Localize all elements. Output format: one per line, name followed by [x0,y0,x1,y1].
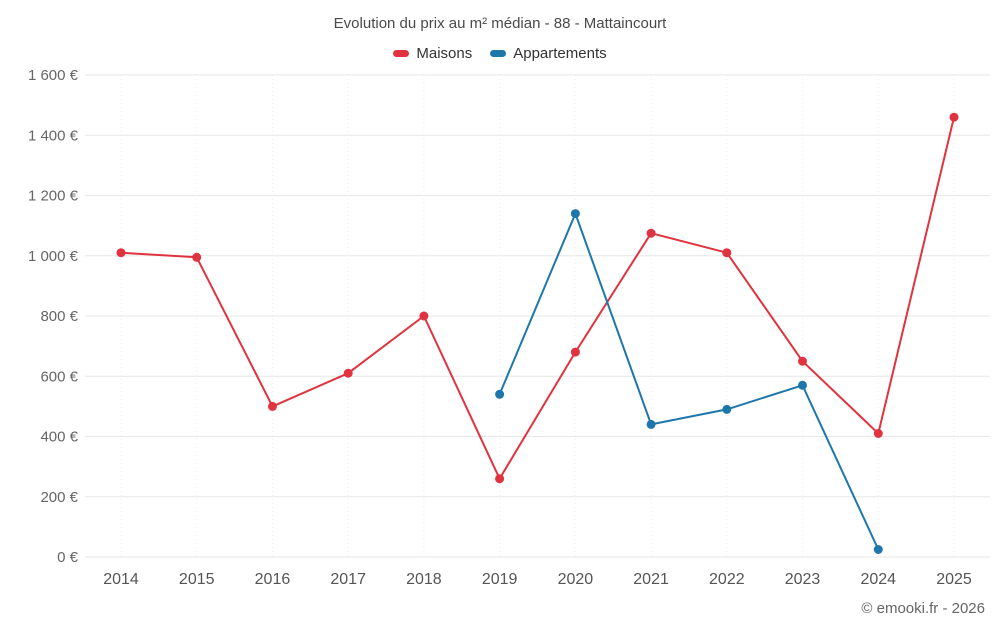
x-tick-label-2019: 2019 [482,571,518,588]
x-tick-label-2022: 2022 [709,571,745,588]
x-tick-label-2016: 2016 [255,571,291,588]
legend-label-appartements: Appartements [513,45,607,62]
appartements-point-2021[interactable] [646,419,656,429]
x-tick-label-2014: 2014 [103,571,139,588]
legend: Maisons Appartements [0,45,1000,62]
x-tick-label-2020: 2020 [558,571,594,588]
maisons-point-2025[interactable] [949,112,959,122]
maisons-point-2020[interactable] [570,347,580,357]
y-tick-label-800: 800 € [40,308,78,325]
maisons-point-2017[interactable] [343,368,353,378]
y-tick-label-200: 200 € [40,489,78,506]
maisons-point-2018[interactable] [419,311,429,321]
maisons-point-2019[interactable] [495,474,505,484]
y-tick-label-1400: 1 400 € [28,127,79,144]
maisons-point-2021[interactable] [646,228,656,238]
legend-marker-maisons [393,50,410,57]
legend-label-maisons: Maisons [416,45,473,62]
appartements-point-2019[interactable] [495,389,505,399]
legend-item-appartements[interactable]: Appartements [490,45,607,62]
y-tick-label-1600: 1 600 € [28,67,79,84]
appartements-point-2020[interactable] [570,209,580,219]
copyright: © emooki.fr - 2026 [861,600,985,617]
x-tick-label-2025: 2025 [936,571,972,588]
legend-marker-appartements [490,50,507,57]
x-tick-label-2015: 2015 [179,571,215,588]
maisons-point-2024[interactable] [873,429,883,438]
appartements-point-2024[interactable] [873,545,883,554]
y-tick-label-400: 400 € [40,429,78,446]
appartements-point-2023[interactable] [798,380,807,390]
maisons-point-2015[interactable] [192,252,202,262]
maisons-point-2016[interactable] [268,401,277,411]
legend-item-maisons[interactable]: Maisons [393,45,472,62]
x-tick-label-2017: 2017 [330,571,366,588]
x-tick-label-2023: 2023 [785,571,821,588]
y-tick-label-600: 600 € [40,368,78,385]
maisons-point-2022[interactable] [722,248,732,258]
x-tick-label-2024: 2024 [860,571,896,588]
maisons-point-2014[interactable] [116,248,126,258]
maisons-line[interactable] [120,116,955,480]
appartements-line[interactable] [498,212,880,551]
y-tick-label-1000: 1 000 € [28,248,79,265]
maisons-point-2023[interactable] [798,356,807,366]
chart-title: Evolution du prix au m² médian - 88 - Ma… [333,15,667,32]
appartements-point-2022[interactable] [722,404,732,414]
y-tick-label-0: 0 € [57,549,79,566]
x-tick-label-2021: 2021 [633,571,669,588]
y-tick-label-1200: 1 200 € [28,188,79,205]
x-tick-label-2018: 2018 [406,571,442,588]
